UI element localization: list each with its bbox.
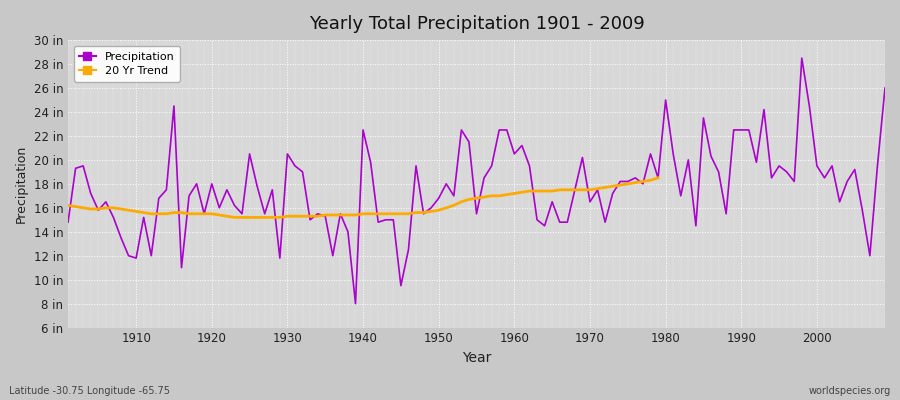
Text: Latitude -30.75 Longitude -65.75: Latitude -30.75 Longitude -65.75 — [9, 386, 170, 396]
Text: worldspecies.org: worldspecies.org — [809, 386, 891, 396]
X-axis label: Year: Year — [462, 351, 491, 365]
Y-axis label: Precipitation: Precipitation — [15, 145, 28, 223]
Legend: Precipitation, 20 Yr Trend: Precipitation, 20 Yr Trend — [74, 46, 180, 82]
Title: Yearly Total Precipitation 1901 - 2009: Yearly Total Precipitation 1901 - 2009 — [309, 15, 644, 33]
